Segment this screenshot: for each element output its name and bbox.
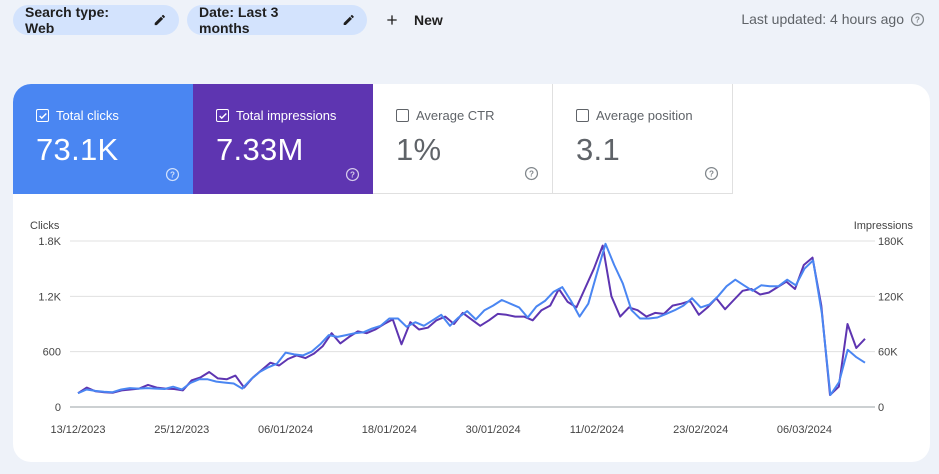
x-tick-label: 23/02/2024 — [673, 424, 728, 436]
right-tick-label: 120K — [878, 291, 904, 303]
metric-label: Total clicks — [56, 108, 119, 123]
x-tick-label: 13/12/2023 — [50, 424, 105, 436]
last-updated-text: Last updated: 4 hours ago — [741, 11, 904, 27]
search-type-label: Search type: Web — [25, 4, 110, 36]
metric-value: 7.33M — [216, 132, 304, 167]
checkbox-unchecked-icon[interactable] — [576, 109, 589, 122]
left-tick-label: 1.2K — [38, 291, 61, 303]
left-tick-label: 600 — [43, 347, 61, 359]
left-tick-label: 0 — [55, 402, 61, 414]
right-axis-title: Impressions — [854, 220, 914, 232]
metric-label: Total impressions — [236, 108, 337, 123]
date-filter-label: Date: Last 3 months — [199, 4, 279, 36]
left-tick-label: 1.8K — [38, 236, 61, 248]
checkbox-checked-icon[interactable] — [216, 109, 229, 122]
x-tick-label: 25/12/2023 — [154, 424, 209, 436]
svg-text:?: ? — [915, 15, 920, 24]
metric-label: Average position — [596, 108, 693, 123]
metric-value: 3.1 — [576, 132, 620, 167]
pencil-icon — [343, 14, 354, 26]
help-icon[interactable]: ? — [165, 167, 180, 182]
help-icon[interactable]: ? — [524, 166, 539, 181]
performance-card: Total clicks 73.1K ? Total impressions 7… — [13, 84, 930, 462]
metric-total-clicks[interactable]: Total clicks 73.1K ? — [13, 84, 193, 194]
x-tick-label: 11/02/2024 — [570, 424, 624, 436]
date-filter-chip[interactable]: Date: Last 3 months — [187, 4, 367, 36]
svg-text:?: ? — [709, 169, 714, 178]
plus-icon — [387, 15, 397, 25]
new-filter-label: New — [414, 12, 443, 28]
checkbox-checked-icon[interactable] — [36, 109, 49, 122]
x-tick-label: 06/03/2024 — [777, 424, 832, 436]
help-icon[interactable]: ? — [704, 166, 719, 181]
right-tick-label: 180K — [878, 236, 904, 248]
x-tick-label: 06/01/2024 — [258, 424, 313, 436]
right-tick-label: 0 — [878, 402, 884, 414]
svg-text:?: ? — [170, 170, 175, 179]
performance-chart: Clicks Impressions 0 0 600 60K 1.2K 120K 1.8K 180… — [13, 84, 930, 462]
svg-text:?: ? — [529, 169, 534, 178]
x-tick-label: 18/01/2024 — [362, 424, 417, 436]
clicks-series-line — [77, 242, 866, 396]
help-icon[interactable]: ? — [345, 167, 360, 182]
left-axis-title: Clicks — [30, 220, 60, 232]
metric-average-position[interactable]: Average position 3.1 ? — [553, 84, 733, 194]
metric-label: Average CTR — [416, 108, 495, 123]
chart-canvas[interactable]: Clicks Impressions 0 0 600 60K 1.2K 120K 1.8K 180… — [13, 84, 930, 462]
toolbar: Search type: Web Date: Last 3 months New… — [0, 0, 939, 40]
metric-value: 73.1K — [36, 132, 119, 167]
right-tick-label: 60K — [878, 347, 898, 359]
metric-average-ctr[interactable]: Average CTR 1% ? — [373, 84, 553, 194]
metric-total-impressions[interactable]: Total impressions 7.33M ? — [193, 84, 373, 194]
svg-text:?: ? — [350, 170, 355, 179]
new-filter-button[interactable]: New — [384, 5, 443, 35]
checkbox-unchecked-icon[interactable] — [396, 109, 409, 122]
metric-value: 1% — [396, 132, 442, 167]
pencil-icon — [155, 14, 166, 26]
last-updated: Last updated: 4 hours ago ? — [741, 11, 925, 27]
search-type-filter-chip[interactable]: Search type: Web — [13, 4, 179, 36]
x-tick-label: 30/01/2024 — [466, 424, 521, 436]
help-icon[interactable]: ? — [910, 12, 925, 27]
impressions-series-line — [77, 244, 866, 396]
